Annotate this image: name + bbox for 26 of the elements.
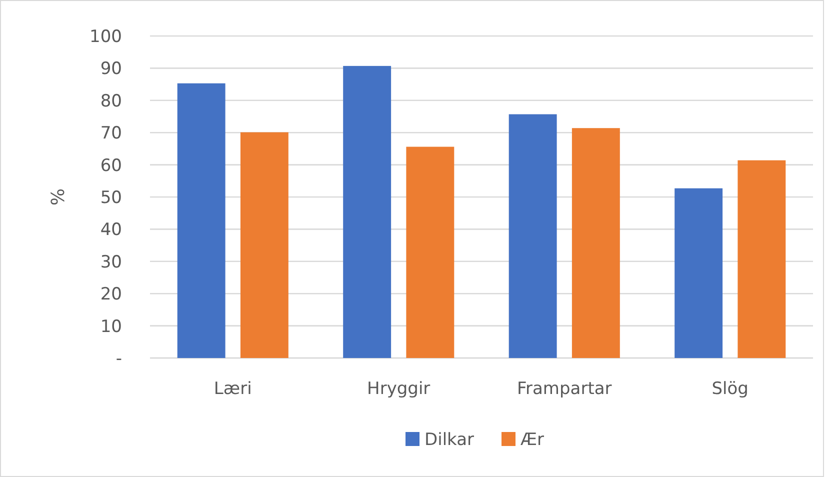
bar — [572, 128, 620, 358]
y-tick-label: 100 — [90, 26, 122, 47]
bar — [508, 114, 557, 358]
bar — [343, 66, 392, 358]
bar — [240, 132, 288, 358]
y-tick-label: 40 — [100, 220, 122, 240]
legend-label: Ær — [520, 430, 544, 450]
y-tick-label: 10 — [100, 316, 122, 337]
y-tick-label: 50 — [100, 188, 122, 208]
x-tick-label: Frampartar — [516, 379, 612, 399]
y-tick-label: - — [116, 348, 122, 369]
bar — [177, 83, 226, 358]
x-tick-label: Læri — [214, 379, 252, 399]
bar — [674, 188, 723, 358]
y-tick-label: 20 — [100, 284, 122, 305]
y-axis-title: % — [48, 188, 69, 206]
y-tick-label: 30 — [100, 252, 122, 272]
x-tick-label: Slög — [712, 379, 748, 399]
y-tick-label: 90 — [100, 59, 122, 80]
bar — [738, 160, 786, 358]
x-tick-label: Hryggir — [367, 379, 430, 399]
y-tick-label: 60 — [100, 156, 122, 176]
legend-label: Dilkar — [424, 430, 474, 450]
y-tick-label: 80 — [100, 91, 122, 112]
y-tick-label: 70 — [100, 124, 122, 144]
bar — [406, 146, 454, 358]
